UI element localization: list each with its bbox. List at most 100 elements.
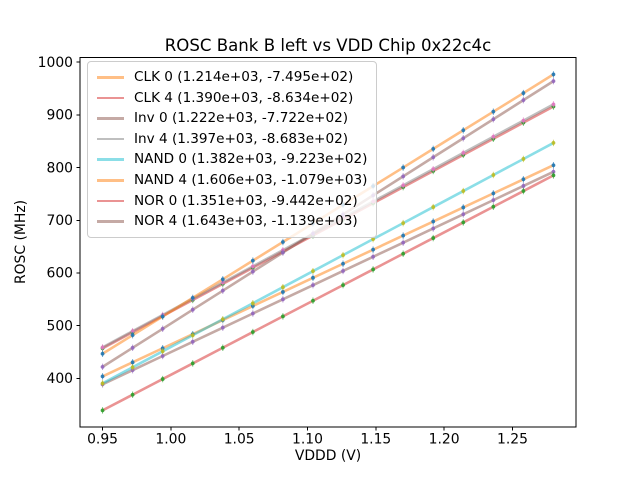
legend-item-label: Inv 4 (1.397e+03, -8.683e+02) [134, 130, 349, 147]
data-point [521, 98, 526, 103]
data-point [130, 360, 135, 365]
y-axis-label: ROSC (MHz) [13, 199, 29, 285]
legend-line-swatch [97, 76, 124, 79]
data-point [100, 381, 105, 386]
legend-item-nand-4: NAND 4 (1.606e+03, -1.079e+03) [97, 170, 367, 191]
data-point [431, 236, 436, 240]
data-point [220, 280, 225, 285]
data-point [190, 296, 195, 300]
data-point [160, 354, 165, 358]
y-tick-label: 900 [46, 108, 73, 124]
legend-item-inv-0: Inv 0 (1.222e+03, -7.722e+02) [97, 108, 367, 129]
data-point [130, 345, 135, 350]
legend-line-swatch [97, 117, 124, 120]
data-point [250, 311, 255, 316]
data-point [401, 183, 406, 188]
data-point [521, 91, 526, 95]
data-point [491, 173, 496, 177]
data-point [100, 374, 105, 379]
data-point [491, 191, 496, 196]
data-point [401, 174, 406, 179]
x-axis-label: VDDD (V) [294, 448, 362, 464]
y-tick-label: 400 [46, 371, 73, 387]
fit-line-inv-0 [101, 170, 555, 386]
x-tick-label: 1.15 [360, 432, 391, 448]
data-point [311, 269, 315, 274]
data-point [461, 220, 466, 225]
x-tick-label: 1.05 [224, 432, 255, 448]
data-point [431, 226, 436, 231]
data-point [491, 198, 496, 203]
data-point [220, 345, 225, 350]
data-point [341, 253, 345, 258]
legend-item-label: NAND 4 (1.606e+03, -1.079e+03) [134, 171, 368, 188]
legend-line-swatch [97, 158, 124, 161]
data-point [341, 283, 345, 287]
data-point [491, 117, 496, 122]
legend-item-label: NOR 0 (1.351e+03, -9.442e+02) [134, 192, 358, 209]
legend-item-clk-0: CLK 0 (1.214e+03, -7.495e+02) [97, 67, 367, 88]
y-tick-label: 700 [46, 213, 73, 229]
data-point [100, 345, 105, 350]
axes-frame [79, 57, 577, 428]
data-point [431, 146, 436, 151]
data-point [431, 167, 436, 172]
data-point [190, 307, 195, 312]
data-point [220, 317, 225, 322]
data-point [130, 329, 135, 334]
data-point [521, 189, 526, 193]
data-point [491, 134, 496, 139]
legend-item-label: CLK 4 (1.390e+03, -8.634e+02) [134, 89, 354, 106]
x-tick-label: 1.25 [497, 432, 528, 448]
data-point [281, 240, 285, 244]
legend-item-clk-4: CLK 4 (1.390e+03, -8.634e+02) [97, 88, 367, 109]
legend-line-swatch [97, 137, 124, 141]
legend-item-label: NAND 0 (1.382e+03, -9.223e+02) [134, 151, 368, 168]
fit-line-nand-0 [101, 141, 555, 385]
data-point [281, 290, 285, 294]
legend-line-swatch [97, 199, 124, 203]
data-point [521, 157, 526, 161]
data-point [371, 254, 375, 259]
data-point [521, 184, 526, 188]
data-point [551, 79, 556, 84]
y-tick-label: 500 [46, 318, 73, 334]
data-point [401, 233, 406, 238]
data-point [341, 269, 345, 273]
data-point [401, 240, 406, 245]
chart-title: ROSC Bank B left vs VDD Chip 0x22c4c [164, 36, 492, 55]
data-point [281, 285, 285, 290]
data-point [250, 330, 255, 334]
fit-line-nor-0 [101, 174, 555, 412]
data-point [431, 155, 436, 160]
data-point [551, 141, 556, 145]
data-point [551, 169, 556, 174]
data-point [160, 349, 165, 354]
data-point [401, 221, 406, 226]
fit-line-clk-0 [101, 163, 555, 378]
data-point [461, 212, 466, 217]
data-point [281, 250, 285, 255]
data-point [401, 251, 406, 256]
legend-item-nor-0: NOR 0 (1.351e+03, -9.442e+02) [97, 191, 367, 212]
data-point [551, 72, 556, 77]
data-point [461, 136, 466, 141]
data-point [130, 365, 135, 370]
data-point [431, 219, 436, 224]
data-point [100, 408, 105, 413]
data-point [281, 314, 285, 319]
data-point [341, 261, 345, 266]
data-point [250, 264, 255, 269]
data-point [311, 298, 315, 303]
data-point [371, 247, 375, 252]
data-point [491, 204, 496, 209]
legend-line-swatch [97, 96, 124, 100]
data-point [190, 339, 195, 344]
legend-line-swatch [97, 178, 124, 182]
data-point [371, 267, 375, 272]
data-point [371, 237, 375, 242]
data-point [461, 189, 466, 193]
data-point [431, 205, 436, 209]
data-point [130, 392, 135, 397]
